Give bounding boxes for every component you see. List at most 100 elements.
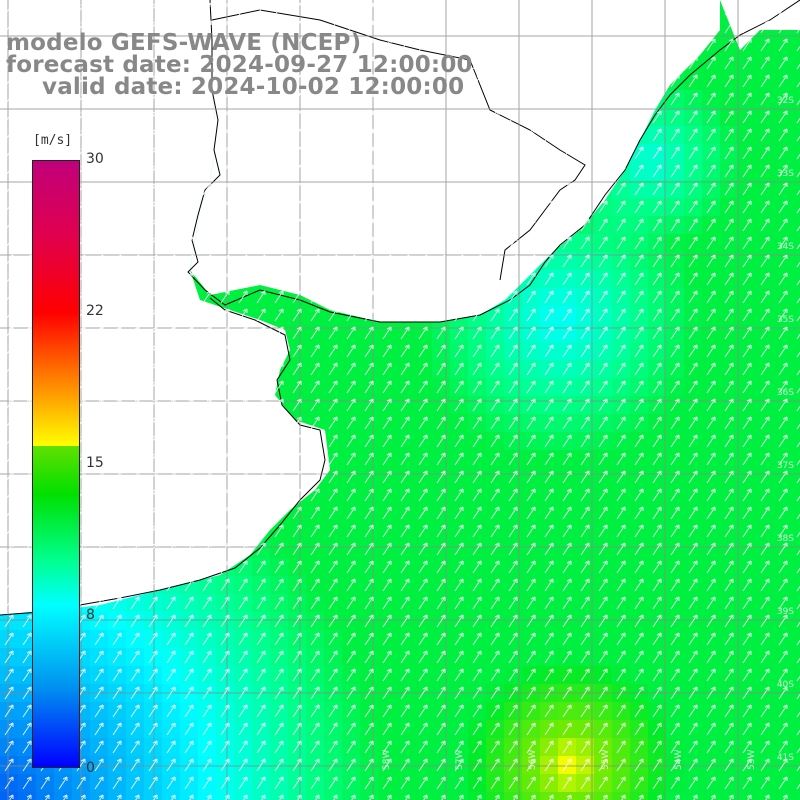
wind-vector-arrow <box>130 470 140 484</box>
wind-vector-arrow <box>328 200 338 214</box>
wind-vector-arrow <box>184 668 194 682</box>
wind-vector-arrow <box>508 2 518 16</box>
wind-vector-arrow <box>472 308 482 322</box>
wind-vector-arrow <box>292 740 302 754</box>
wind-vector-arrow <box>472 488 482 502</box>
wind-vector-arrow <box>76 74 86 88</box>
wind-vector-arrow <box>598 146 608 160</box>
wind-vector-arrow <box>508 92 518 106</box>
wind-speed-cell <box>792 342 800 360</box>
wind-vector-arrow <box>220 506 230 520</box>
wind-vector-arrow <box>400 326 410 340</box>
wind-vector-arrow <box>148 254 158 268</box>
wind-vector-arrow <box>130 398 140 412</box>
wind-vector-arrow <box>130 326 140 340</box>
wind-vector-arrow <box>238 632 248 646</box>
wind-vector-arrow <box>310 668 320 682</box>
wind-vector-arrow <box>112 668 122 682</box>
wind-vector-arrow <box>706 758 716 772</box>
wind-vector-arrow <box>598 56 608 70</box>
wind-vector-arrow <box>598 290 608 304</box>
wind-vector-arrow <box>634 434 644 448</box>
wind-vector-arrow <box>58 38 68 52</box>
wind-vector-arrow <box>220 272 230 286</box>
wind-vector-arrow <box>634 254 644 268</box>
wind-vector-arrow <box>418 632 428 646</box>
wind-vector-arrow <box>634 56 644 70</box>
wind-vector-arrow <box>130 578 140 592</box>
wind-vector-arrow <box>130 200 140 214</box>
wind-vector-arrow <box>364 452 374 466</box>
wind-vector-arrow <box>148 650 158 664</box>
wind-vector-arrow <box>436 344 446 358</box>
wind-vector-arrow <box>544 398 554 412</box>
wind-vector-arrow <box>436 524 446 538</box>
wind-vector-arrow <box>94 776 104 790</box>
wind-vector-arrow <box>292 722 302 736</box>
wind-vector-arrow <box>238 74 248 88</box>
wind-vector-arrow <box>742 164 752 178</box>
wind-vector-arrow <box>166 416 176 430</box>
wind-vector-arrow <box>562 758 572 772</box>
wind-vector-arrow <box>346 596 356 610</box>
wind-vector-arrow <box>454 110 464 124</box>
wind-vector-arrow <box>508 470 518 484</box>
wind-vector-arrow <box>256 128 266 142</box>
wind-vector-arrow <box>364 128 374 142</box>
wind-vector-arrow <box>418 200 428 214</box>
wind-vector-arrow <box>724 722 734 736</box>
wind-vector-arrow <box>148 128 158 142</box>
wind-speed-cell <box>108 792 126 800</box>
wind-vector-arrow <box>4 524 14 538</box>
wind-vector-arrow <box>130 164 140 178</box>
wind-vector-arrow <box>670 344 680 358</box>
wind-vector-arrow <box>274 740 284 754</box>
wind-speed-cell <box>792 126 800 144</box>
wind-vector-arrow <box>508 200 518 214</box>
wind-vector-arrow <box>778 758 788 772</box>
wind-vector-arrow <box>580 308 590 322</box>
wind-vector-arrow <box>760 416 770 430</box>
wind-vector-arrow <box>688 542 698 556</box>
wind-vector-arrow <box>274 632 284 646</box>
wind-vector-arrow <box>526 416 536 430</box>
wind-vector-arrow <box>562 218 572 232</box>
wind-vector-arrow <box>652 254 662 268</box>
wind-vector-arrow <box>94 668 104 682</box>
wind-speed-cell <box>36 792 54 800</box>
wind-vector-arrow <box>778 560 788 574</box>
wind-vector-arrow <box>346 668 356 682</box>
wind-vector-arrow <box>706 92 716 106</box>
wind-vector-arrow <box>472 506 482 520</box>
wind-vector-arrow <box>652 506 662 520</box>
wind-vector-arrow <box>508 776 518 790</box>
wind-vector-arrow <box>652 128 662 142</box>
wind-vector-arrow <box>778 398 788 412</box>
wind-vector-arrow <box>4 632 14 646</box>
wind-vector-arrow <box>472 38 482 52</box>
wind-vector-arrow <box>508 596 518 610</box>
wind-vector-arrow <box>220 650 230 664</box>
wind-vector-arrow <box>274 452 284 466</box>
wind-vector-arrow <box>580 20 590 34</box>
wind-vector-arrow <box>490 2 500 16</box>
wind-vector-arrow <box>598 506 608 520</box>
wind-vector-arrow <box>760 74 770 88</box>
wind-vector-arrow <box>22 254 32 268</box>
wind-vector-arrow <box>670 236 680 250</box>
wind-vector-arrow <box>112 164 122 178</box>
wind-speed-cell <box>378 792 396 800</box>
wind-vector-arrow <box>296 794 302 800</box>
wind-vector-arrow <box>148 668 158 682</box>
wind-vector-arrow <box>544 272 554 286</box>
wind-vector-arrow <box>616 740 626 754</box>
wind-vector-arrow <box>724 470 734 484</box>
wind-vector-arrow <box>292 614 302 628</box>
wind-vector-arrow <box>166 200 176 214</box>
wind-vector-arrow <box>526 290 536 304</box>
wind-vector-arrow <box>580 524 590 538</box>
wind-vector-arrow <box>22 110 32 124</box>
wind-vector-arrow <box>292 164 302 178</box>
wind-vector-arrow <box>310 164 320 178</box>
wind-vector-arrow <box>220 344 230 358</box>
